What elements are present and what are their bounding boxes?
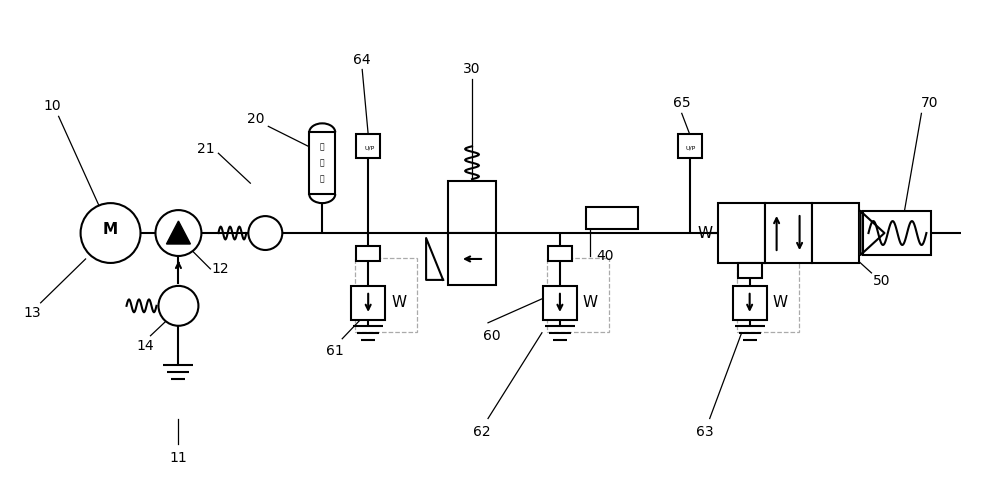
- Bar: [547, 258, 609, 332]
- Text: M: M: [103, 221, 118, 237]
- Bar: [448, 181, 496, 233]
- Text: 62: 62: [473, 426, 491, 439]
- Bar: [678, 135, 702, 158]
- Text: 60: 60: [483, 329, 501, 343]
- Text: U/P: U/P: [364, 146, 374, 151]
- Text: 11: 11: [170, 451, 187, 465]
- Bar: [548, 246, 572, 261]
- Bar: [351, 286, 385, 320]
- Text: 40: 40: [596, 249, 614, 263]
- Bar: [718, 203, 765, 263]
- Bar: [737, 258, 799, 332]
- Bar: [355, 258, 417, 332]
- Text: 65: 65: [673, 96, 691, 110]
- Text: 21: 21: [197, 142, 214, 156]
- Text: 64: 64: [353, 53, 371, 66]
- Polygon shape: [166, 221, 190, 244]
- Text: 10: 10: [44, 99, 61, 113]
- Bar: [812, 203, 859, 263]
- Bar: [738, 263, 762, 278]
- Text: 20: 20: [247, 112, 264, 126]
- Bar: [356, 246, 380, 261]
- Text: 30: 30: [463, 62, 481, 77]
- Text: 61: 61: [326, 344, 344, 358]
- Circle shape: [158, 286, 198, 326]
- Polygon shape: [860, 211, 884, 255]
- Text: 過: 過: [320, 143, 325, 152]
- Bar: [733, 286, 767, 320]
- Text: W: W: [773, 296, 788, 310]
- Bar: [356, 135, 380, 158]
- Text: 12: 12: [212, 262, 229, 276]
- Text: 14: 14: [137, 339, 154, 353]
- Text: 63: 63: [696, 426, 714, 439]
- Text: W: W: [583, 296, 598, 310]
- Text: 濾: 濾: [320, 159, 325, 168]
- Text: 13: 13: [24, 306, 41, 320]
- Text: 70: 70: [921, 96, 938, 110]
- Bar: [863, 211, 931, 255]
- Text: W: W: [698, 225, 713, 241]
- Circle shape: [155, 210, 201, 256]
- Bar: [309, 132, 335, 194]
- Text: U/P: U/P: [686, 146, 696, 151]
- Text: 50: 50: [873, 274, 890, 288]
- Circle shape: [248, 216, 282, 250]
- Circle shape: [81, 203, 140, 263]
- Text: 器: 器: [320, 175, 325, 184]
- Bar: [543, 286, 577, 320]
- Bar: [586, 207, 638, 229]
- Bar: [448, 233, 496, 285]
- Bar: [765, 203, 812, 263]
- Text: W: W: [391, 296, 406, 310]
